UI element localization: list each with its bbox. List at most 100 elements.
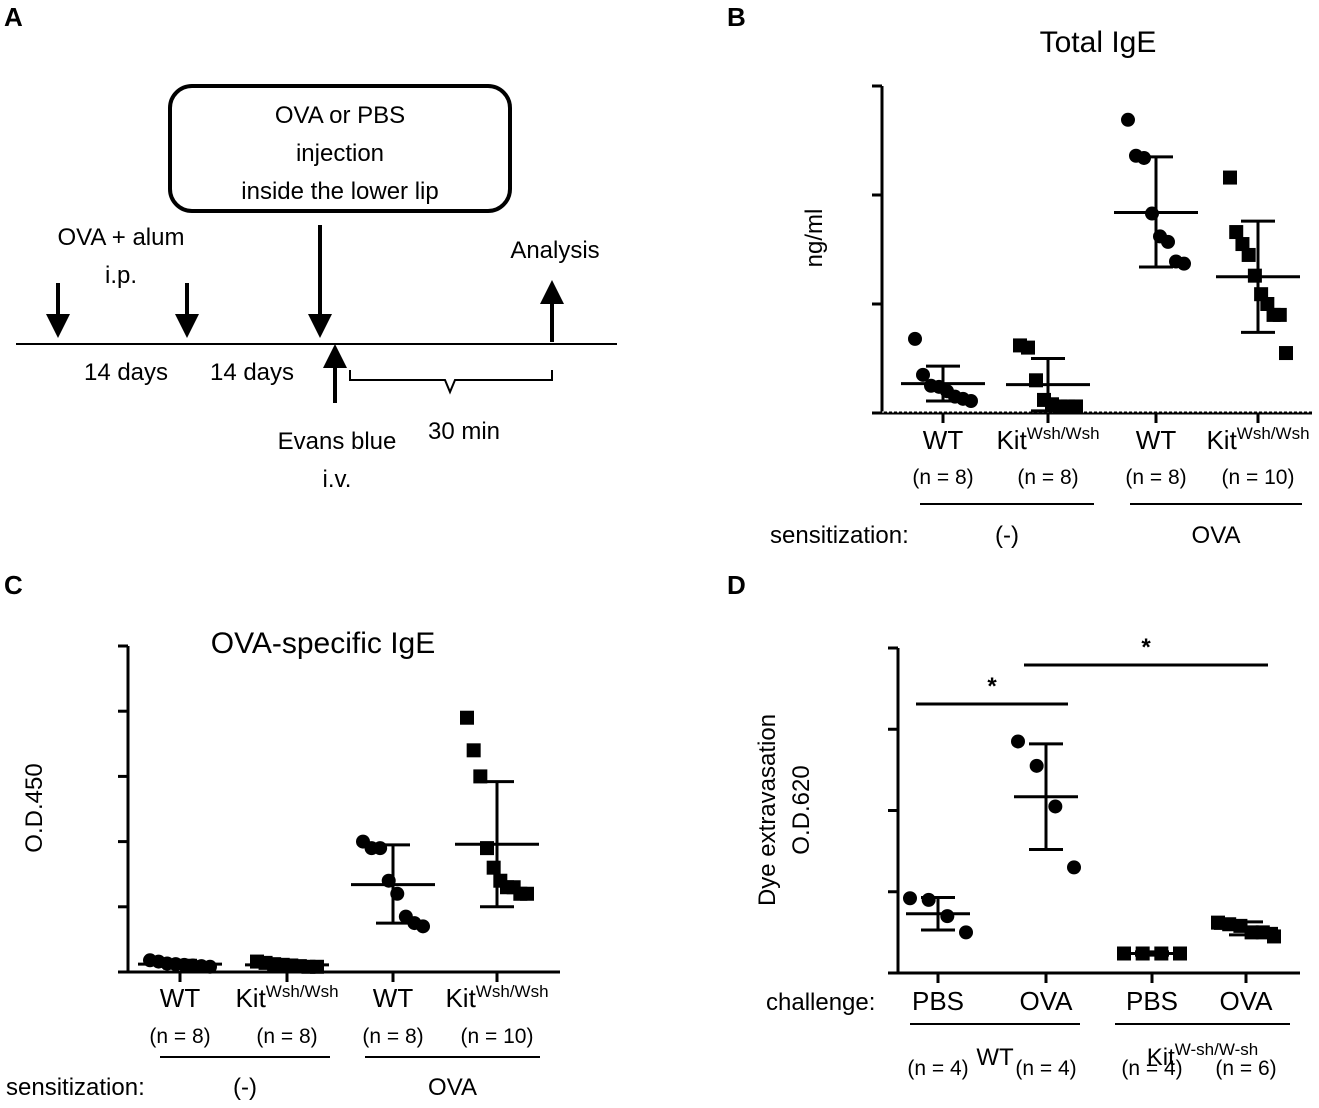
- group-label: WT: [976, 1044, 1014, 1071]
- data-point: [916, 367, 930, 382]
- category-label-sup: Wsh/Wsh: [476, 982, 549, 1001]
- y-axis-label-line-1: Dye extravasation: [754, 714, 781, 906]
- data-point: [203, 959, 217, 974]
- group-label: OVA: [1192, 522, 1241, 549]
- data-point: [1069, 399, 1083, 414]
- data-point: [1011, 734, 1025, 749]
- category-label-sup: Wsh/Wsh: [1027, 424, 1100, 443]
- chart-title: OVA-specific IgE: [211, 627, 436, 660]
- group-label-main: (-): [233, 1074, 257, 1101]
- plot-area: PBS (n = 4) OVA (n = 4) PBS (n = 4) OVA (n = 6)…: [888, 634, 1300, 1080]
- sample-size-label: (n = 8): [1125, 466, 1186, 489]
- data-point: [1223, 170, 1237, 185]
- plot-area: WT(n = 8)KitWsh/Wsh(n = 8)WT(n = 8)KitWs…: [872, 84, 1312, 549]
- panel-c-label: C: [4, 570, 23, 600]
- category-label: OVA: [1220, 986, 1274, 1016]
- category-label-main: WT: [923, 425, 964, 455]
- y-axis-label-line-2: O.D.620: [788, 765, 815, 854]
- box-line-1: OVA or PBS: [275, 102, 405, 129]
- group-label-main: WT: [976, 1044, 1014, 1071]
- sample-size-label: (n = 8): [256, 1025, 317, 1048]
- data-point: [460, 710, 474, 725]
- data-point: [1029, 758, 1044, 773]
- data-point: [520, 886, 534, 901]
- category-label: PBS: [1126, 986, 1178, 1016]
- category-label-main: Kit: [235, 983, 266, 1013]
- data-point: [1121, 112, 1135, 127]
- sample-size-label: (n = 10): [1222, 466, 1295, 489]
- category-label: WT: [1136, 425, 1177, 455]
- data-point: [964, 394, 978, 409]
- data-point: [1267, 929, 1281, 944]
- data-point: [1067, 860, 1081, 875]
- panel-c-ova-ige-chart: C OVA-specific IgE O.D.450 WT(n = 8)KitW…: [4, 570, 560, 1101]
- significance-star: *: [1141, 634, 1151, 661]
- data-point: [1235, 237, 1250, 252]
- significance-star: *: [987, 673, 997, 700]
- category-label-sup: Wsh/Wsh: [1237, 424, 1310, 443]
- interval-2-label: 14 days: [210, 359, 294, 386]
- sample-size-label: (n = 8): [149, 1025, 210, 1048]
- y-axis-label: O.D.450: [21, 763, 48, 852]
- duration-bracket: [349, 370, 553, 395]
- row-label: challenge:: [766, 989, 875, 1016]
- category-label-main: Kit: [1206, 425, 1237, 455]
- panel-d-dye-extravasation-chart: D Dye extravasation O.D.620 PBS (n = 4) OV…: [727, 570, 1300, 1080]
- duration-label: 30 min: [428, 418, 500, 445]
- data-point: [1260, 297, 1275, 311]
- challenge-box: [168, 84, 512, 213]
- data-point: [921, 892, 936, 907]
- plot-area: WT(n = 8)KitWsh/Wsh(n = 8)WT(n = 8)KitWs…: [118, 644, 560, 1101]
- group-label: (-): [233, 1074, 257, 1101]
- data-point: [1241, 247, 1256, 262]
- data-point: [1048, 799, 1063, 814]
- sample-size-label: (n = 8): [912, 466, 973, 489]
- category-label: KitWsh/Wsh: [445, 982, 548, 1013]
- category-label: PBS: [912, 986, 964, 1016]
- category-label-sup: Wsh/Wsh: [266, 982, 339, 1001]
- panel-a-label: A: [4, 2, 23, 32]
- group-label-main: OVA: [428, 1074, 477, 1101]
- group-label: (-): [995, 522, 1019, 549]
- category-label: KitWsh/Wsh: [1206, 424, 1309, 455]
- category-label-main: PBS: [1126, 986, 1178, 1016]
- category-label: KitWsh/Wsh: [235, 982, 338, 1013]
- category-label-main: WT: [160, 983, 201, 1013]
- sample-size-label: (n = 8): [362, 1025, 423, 1048]
- sensitization-line-1: OVA + alum: [58, 224, 185, 251]
- group-label: KitW-sh/W-sh: [1147, 1040, 1258, 1071]
- category-label-main: Kit: [996, 425, 1027, 455]
- category-label-main: Kit: [445, 983, 476, 1013]
- data-point: [940, 909, 955, 924]
- data-point: [1177, 256, 1191, 271]
- sample-size-label: (n = 6): [1215, 1057, 1276, 1080]
- data-point: [310, 959, 324, 974]
- category-label: WT: [160, 983, 201, 1013]
- sample-size-label: (n = 4): [907, 1057, 968, 1080]
- data-point: [903, 891, 917, 906]
- panel-b-total-ige-chart: B Total IgE ng/ml WT(n = 8)KitWsh/Wsh(n …: [727, 2, 1312, 549]
- chart-title: Total IgE: [1040, 26, 1157, 59]
- data-point: [1272, 307, 1287, 322]
- data-point: [1161, 234, 1175, 249]
- panel-a-schematic: A OVA or PBS injection inside the lower …: [4, 2, 617, 493]
- category-label-main: OVA: [1020, 986, 1074, 1016]
- category-label: KitWsh/Wsh: [996, 424, 1099, 455]
- data-point: [908, 331, 922, 346]
- sample-size-label: (n = 4): [1121, 1057, 1182, 1080]
- data-point: [1211, 915, 1225, 930]
- data-point: [1021, 340, 1035, 355]
- data-point: [473, 769, 488, 784]
- category-label-main: OVA: [1220, 986, 1274, 1016]
- data-point: [486, 860, 501, 875]
- data-point: [466, 743, 481, 758]
- box-line-2: injection: [296, 140, 384, 167]
- group-label-main: Kit: [1147, 1044, 1175, 1071]
- category-label-main: WT: [373, 983, 414, 1013]
- interval-1-label: 14 days: [84, 359, 168, 386]
- sample-size-label: (n = 10): [461, 1025, 534, 1048]
- row-label: sensitization:: [770, 522, 909, 549]
- category-label: WT: [923, 425, 964, 455]
- group-label-main: (-): [995, 522, 1019, 549]
- panel-b-label: B: [727, 2, 746, 32]
